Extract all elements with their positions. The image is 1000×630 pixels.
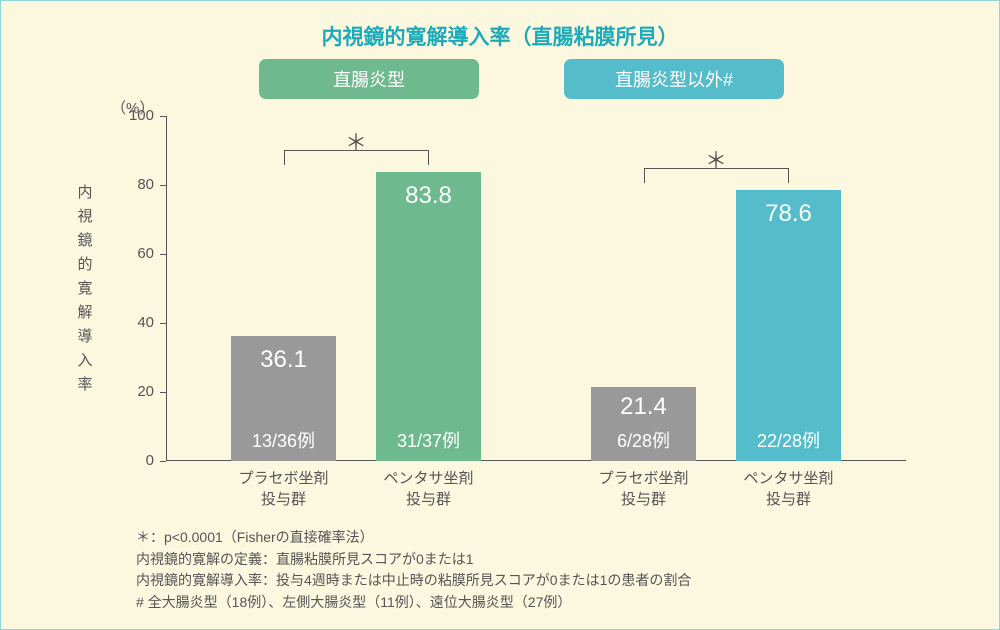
bar-value-label: 83.8 bbox=[376, 182, 481, 210]
x-category-label: プラセボ坐剤投与群 bbox=[574, 468, 714, 510]
bar-sub-label: 22/28例 bbox=[736, 427, 841, 453]
legend-pill-left: 直腸炎型 bbox=[259, 59, 479, 99]
bar: 78.6 22/28例 bbox=[736, 190, 841, 461]
y-tick bbox=[160, 254, 166, 255]
y-tick-label: 60 bbox=[114, 245, 154, 262]
bar-sub-label: 13/36例 bbox=[231, 427, 336, 453]
y-tick bbox=[160, 461, 166, 462]
footnote-line: ＊：p<0.0001（Fisherの直接確率法） bbox=[136, 527, 691, 549]
significance-star: ＊ bbox=[644, 143, 789, 175]
y-tick bbox=[160, 116, 166, 117]
significance-bracket: ＊ bbox=[284, 150, 429, 151]
footnote-line: 内視鏡的寛解導入率：投与4週時または中止時の粘膜所見スコアが0または1の患者の割… bbox=[136, 570, 691, 592]
x-category-label: ペンタサ坐剤投与群 bbox=[359, 468, 499, 510]
legend-pill-right: 直腸炎型以外# bbox=[564, 59, 784, 99]
significance-bracket: ＊ bbox=[644, 168, 789, 169]
x-category-label: プラセボ坐剤投与群 bbox=[214, 468, 354, 510]
chart-title: 内視鏡的寛解導入率（直腸粘膜所見） bbox=[1, 21, 999, 51]
y-tick bbox=[160, 392, 166, 393]
bar: 21.4 6/28例 bbox=[591, 387, 696, 461]
legend-right-label: 直腸炎型以外# bbox=[615, 66, 733, 92]
y-tick-label: 100 bbox=[114, 107, 154, 124]
bar-value-label: 78.6 bbox=[736, 200, 841, 228]
bar: 83.8 31/37例 bbox=[376, 172, 481, 461]
y-axis-line bbox=[166, 116, 167, 461]
footnotes: ＊：p<0.0001（Fisherの直接確率法）内視鏡的寛解の定義：直腸粘膜所見… bbox=[136, 527, 691, 614]
y-tick bbox=[160, 323, 166, 324]
y-tick bbox=[160, 185, 166, 186]
bar-sub-label: 31/37例 bbox=[376, 427, 481, 453]
y-tick-label: 80 bbox=[114, 176, 154, 193]
legend-left-label: 直腸炎型 bbox=[333, 66, 405, 92]
chart-canvas: 内視鏡的寛解導入率（直腸粘膜所見） 直腸炎型 直腸炎型以外# （%） 内視鏡的寛… bbox=[0, 0, 1000, 630]
y-tick-label: 0 bbox=[114, 452, 154, 469]
y-tick-label: 20 bbox=[114, 383, 154, 400]
x-category-label: ペンタサ坐剤投与群 bbox=[719, 468, 859, 510]
bar-sub-label: 6/28例 bbox=[591, 427, 696, 453]
bar-value-label: 36.1 bbox=[231, 346, 336, 374]
bar-value-label: 21.4 bbox=[591, 393, 696, 421]
plot-area: 02040608010036.113/36例プラセボ坐剤投与群83.831/37… bbox=[166, 116, 906, 461]
y-axis-title: 内視鏡的寛解導入率 bbox=[76, 181, 94, 397]
footnote-line: 内視鏡的寛解の定義：直腸粘膜所見スコアが0または1 bbox=[136, 549, 691, 571]
bar: 36.1 13/36例 bbox=[231, 336, 336, 461]
footnote-line: # 全大腸炎型（18例）、左側大腸炎型（11例）、遠位大腸炎型（27例） bbox=[136, 592, 691, 614]
significance-star: ＊ bbox=[284, 125, 429, 157]
y-tick-label: 40 bbox=[114, 314, 154, 331]
